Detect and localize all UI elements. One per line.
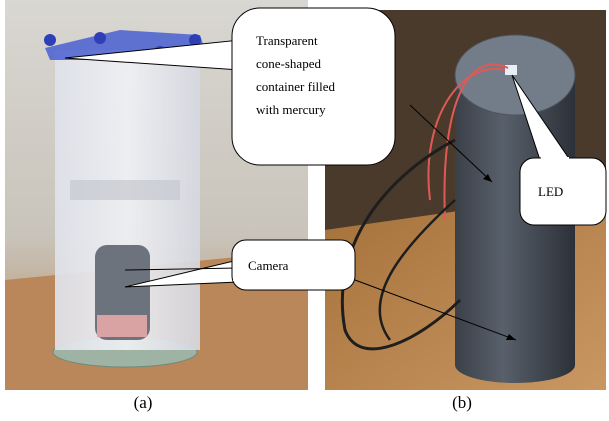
callout-line: Transparent xyxy=(256,33,318,48)
panel-label: (b) xyxy=(452,393,472,412)
callout-line: cone-shaped xyxy=(256,56,321,71)
callout-line: with mercury xyxy=(256,102,326,117)
callout-label: LED xyxy=(538,184,563,199)
callout-line: container filled xyxy=(256,79,336,94)
figure: Transparent cone-shaped container filled wi… xyxy=(0,0,609,421)
callout-label: Camera xyxy=(248,258,289,273)
panel-label: (a) xyxy=(134,393,153,412)
